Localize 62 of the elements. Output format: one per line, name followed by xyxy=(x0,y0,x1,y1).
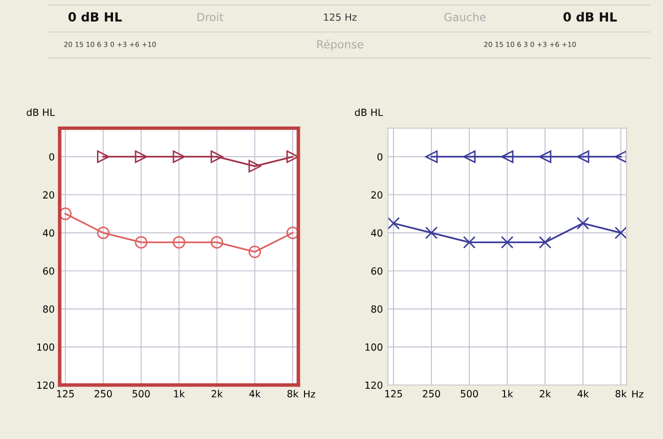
point xyxy=(614,150,627,163)
x-tick-label: 125 xyxy=(385,390,402,398)
y-tick-label: 120 xyxy=(37,381,54,389)
y-tick-label: 40 xyxy=(42,229,54,237)
y-tick-label: 20 xyxy=(371,191,382,199)
x-axis-title: Hz xyxy=(304,390,316,398)
x-tick-label: 250 xyxy=(422,390,440,398)
y-axis-title: dB HL xyxy=(26,108,55,116)
point xyxy=(210,236,224,249)
text: 0 dB HL xyxy=(563,12,617,22)
text: 125 Hz xyxy=(324,13,357,21)
y-tick-label: 60 xyxy=(371,267,382,275)
y-tick-label: 120 xyxy=(366,381,382,389)
x-tick-label: 500 xyxy=(132,390,150,398)
point xyxy=(463,150,476,163)
y-tick-label: 60 xyxy=(43,267,54,275)
text: Droit xyxy=(198,12,224,22)
point xyxy=(425,226,438,240)
point xyxy=(425,150,438,163)
point xyxy=(210,150,224,163)
x-tick-label: 2k xyxy=(212,390,223,398)
y-axis-title: dB HL xyxy=(354,108,384,116)
y-tick-label: 80 xyxy=(371,305,382,313)
point xyxy=(388,217,400,230)
text: Réponse xyxy=(317,39,364,51)
text: Gauche xyxy=(444,12,486,22)
x-axis-title: Hz xyxy=(632,390,644,398)
point xyxy=(134,236,148,249)
x-tick-label: 8k xyxy=(287,390,299,398)
point xyxy=(614,226,627,240)
point xyxy=(500,150,514,163)
x-tick-label: 8k xyxy=(616,390,627,398)
point xyxy=(248,160,262,172)
x-tick-label: 500 xyxy=(460,390,478,398)
x-tick-label: 250 xyxy=(94,390,112,398)
point xyxy=(538,236,552,249)
point xyxy=(96,226,110,240)
point xyxy=(96,150,110,163)
point xyxy=(463,236,476,249)
x-tick-label: 1k xyxy=(502,390,514,398)
y-tick-label: 0 xyxy=(49,153,54,161)
point xyxy=(576,217,590,230)
text: 0 dB HL xyxy=(68,12,122,22)
point xyxy=(134,150,148,163)
x-tick-label: 1k xyxy=(174,390,185,398)
point xyxy=(286,150,298,163)
point xyxy=(538,150,552,163)
point xyxy=(248,246,262,258)
x-tick-label: 4k xyxy=(578,390,589,398)
point xyxy=(172,150,186,163)
x-tick-label: 125 xyxy=(57,390,74,398)
point xyxy=(172,236,186,249)
x-tick-label: 2k xyxy=(540,390,551,398)
y-tick-label: 40 xyxy=(371,229,382,237)
point xyxy=(500,236,514,249)
y-tick-label: 100 xyxy=(37,343,54,351)
y-tick-label: 20 xyxy=(43,191,54,199)
y-tick-label: 80 xyxy=(43,305,54,313)
y-tick-label: 0 xyxy=(377,153,382,161)
y-tick-label: 100 xyxy=(366,343,382,351)
x-tick-label: 4k xyxy=(249,390,261,398)
point xyxy=(576,150,590,163)
